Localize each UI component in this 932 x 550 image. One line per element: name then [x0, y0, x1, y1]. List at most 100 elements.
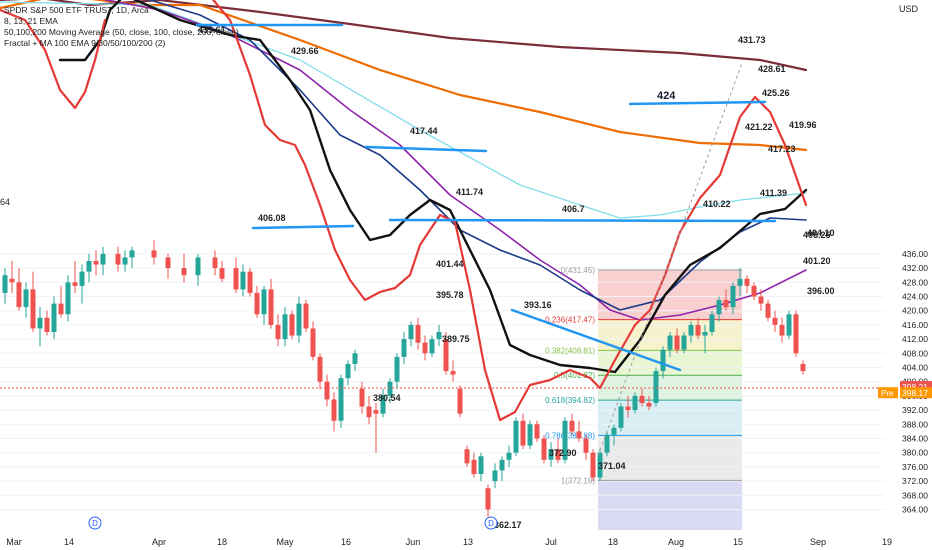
- candle-body: [730, 285, 736, 308]
- price-axis-panel[interactable]: [884, 0, 932, 530]
- candle: [422, 335, 428, 361]
- price-annotation: 371.04: [598, 461, 626, 471]
- candle-body: [653, 371, 659, 403]
- candle-body: [548, 449, 554, 460]
- candle-body: [618, 406, 624, 428]
- candle: [9, 261, 15, 293]
- candle: [415, 317, 421, 350]
- candle-body: [37, 317, 43, 329]
- trendline: [628, 100, 767, 106]
- candle: [604, 431, 610, 457]
- candle-body: [737, 278, 743, 286]
- fib-level-label: 0.236(417.47): [545, 316, 595, 325]
- legend-ma[interactable]: 50,100,200 Moving Average (50, close, 10…: [4, 27, 239, 37]
- candle: [165, 253, 171, 279]
- fibonacci-levels: 0(431.45) 0.236(417.47) 0.382(408.81) 0.5(4…: [545, 266, 742, 485]
- candle-body: [786, 314, 792, 336]
- candle-body: [51, 303, 57, 332]
- candle-body: [303, 303, 309, 329]
- candle-body: [667, 335, 673, 350]
- candle-body: [800, 363, 806, 372]
- price-annotation: 396.00: [807, 286, 835, 296]
- candle: [195, 253, 201, 286]
- candle: [65, 275, 71, 322]
- candle-body: [765, 303, 771, 318]
- candle: [737, 268, 743, 297]
- price-annotation: 406.7: [562, 204, 585, 214]
- candle-body: [639, 395, 645, 403]
- fib-level-label: 0.382(408.81): [545, 346, 595, 355]
- candle: [254, 285, 260, 318]
- price-annotation: 389.75: [442, 334, 470, 344]
- price-annotation: 401.44: [436, 259, 464, 269]
- trendline: [364, 145, 488, 153]
- candle: [464, 445, 470, 467]
- legend-ema[interactable]: 8, 13, 21 EMA: [4, 16, 58, 26]
- fib-level-label: 1(372.19): [561, 476, 596, 485]
- candle-body: [289, 314, 295, 336]
- fib-zone-extension: [598, 480, 742, 530]
- candle: [793, 310, 799, 357]
- dividend-marker-circle: [484, 516, 498, 530]
- candle-body: [464, 449, 470, 464]
- candle-body: [499, 459, 505, 471]
- candle-body: [72, 282, 78, 286]
- price-annotation: 406.08: [258, 213, 286, 223]
- candle-body: [58, 303, 64, 315]
- candle: [44, 310, 50, 336]
- dividend-marker-circle: [88, 516, 102, 530]
- candle: [765, 300, 771, 322]
- candle-body: [604, 434, 610, 453]
- candle-body: [16, 282, 22, 308]
- candle: [744, 275, 750, 293]
- price-annotation: 395.78: [436, 290, 464, 300]
- candle-body: [632, 395, 638, 411]
- legend-symbol[interactable]: SPDR S&P 500 ETF TRUST, 1D, Arca: [4, 5, 149, 15]
- candle: [310, 321, 316, 361]
- candle-body: [100, 253, 106, 265]
- candle-body: [793, 314, 799, 354]
- candle-body: [506, 452, 512, 460]
- candle-body: [324, 381, 330, 400]
- legend-fractal[interactable]: Fractal + MA 100 EMA 9/30/50/100/200 (2): [4, 38, 166, 48]
- moving-average-line: [0, 8, 107, 110]
- candle: [380, 388, 386, 418]
- candle-body: [646, 403, 652, 407]
- candle: [387, 378, 393, 403]
- candle-body: [219, 268, 225, 279]
- candle-body: [674, 335, 680, 350]
- candle: [151, 239, 157, 265]
- candle-body: [611, 427, 617, 435]
- candle: [597, 449, 603, 482]
- dividend-marker: D: [484, 516, 498, 530]
- candle: [30, 271, 36, 332]
- time-axis-panel[interactable]: [0, 530, 932, 550]
- candle-body: [702, 332, 708, 336]
- candle-body: [233, 268, 239, 290]
- candle-body: [30, 289, 36, 329]
- candle: [779, 317, 785, 343]
- chart-legend[interactable]: SPDR S&P 500 ETF TRUST, 1D, Arca 8, 13, …: [4, 5, 239, 49]
- candle: [436, 324, 442, 347]
- candle: [79, 264, 85, 304]
- candle: [723, 289, 729, 311]
- candle: [513, 417, 519, 457]
- candle-body: [380, 395, 386, 414]
- trendlines[interactable]: [195, 23, 777, 457]
- candle-body: [129, 250, 135, 258]
- price-annotations: 435.61 429.66 406.08 417.44 411.74 401.44 395.…: [0, 25, 835, 530]
- candle-body: [485, 488, 491, 510]
- candle-body: [212, 257, 218, 269]
- price-annotation: 372.90: [549, 448, 577, 458]
- candle: [219, 261, 225, 283]
- candle: [289, 310, 295, 340]
- candle: [576, 420, 582, 443]
- trendline: [510, 308, 682, 372]
- candle: [534, 420, 540, 443]
- fib-trend-line: [597, 62, 743, 457]
- candle-body: [345, 363, 351, 379]
- candle: [702, 324, 708, 354]
- candle: [233, 257, 239, 293]
